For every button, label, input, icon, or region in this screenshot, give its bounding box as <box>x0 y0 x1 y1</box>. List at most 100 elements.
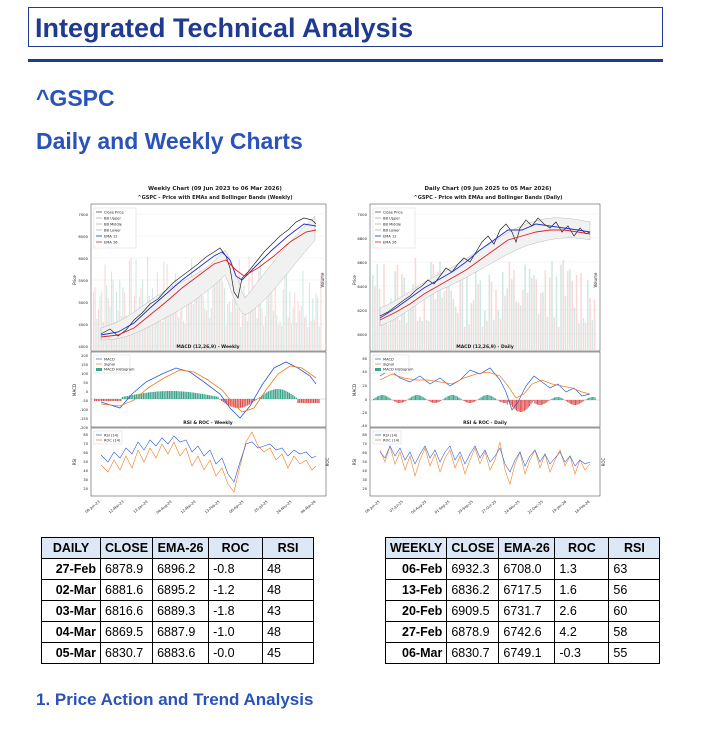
legend-item: BB Lower <box>104 229 121 233</box>
legend-item: BB Lower <box>383 229 400 233</box>
table-cell: 48 <box>262 621 315 643</box>
histogram-bar <box>569 400 571 404</box>
volume-bar <box>416 321 419 351</box>
volume-bar <box>299 310 301 351</box>
volume-bar <box>227 304 229 351</box>
volume-bar <box>575 274 578 351</box>
volume-bar <box>199 267 201 351</box>
tick-label: 60 <box>83 451 88 455</box>
volume-bar <box>155 316 157 351</box>
table-cell: 6717.5 <box>498 579 556 601</box>
histogram-bar <box>578 400 580 404</box>
histogram-bar <box>219 399 221 400</box>
histogram-bar <box>593 397 595 400</box>
volume-bar <box>254 293 256 351</box>
section-heading: Daily and Weekly Charts <box>36 128 303 154</box>
table-cell: 6742.6 <box>498 621 556 643</box>
histogram-bar <box>411 396 412 400</box>
volume-bar <box>389 298 392 351</box>
table-row: 03-Mar 6816.6 6889.3 -1.8 43 <box>41 600 315 622</box>
histogram-bar <box>467 400 469 403</box>
volume-bar <box>445 283 448 351</box>
histogram-bar <box>484 395 486 400</box>
volume-bar <box>107 298 109 351</box>
volume-bar <box>405 322 408 351</box>
volume-bar <box>317 297 319 351</box>
histogram-bar <box>416 395 418 400</box>
histogram-bar <box>243 399 245 407</box>
histogram-bar <box>194 392 197 399</box>
volume-bar <box>168 293 170 351</box>
volume-bar <box>145 315 147 351</box>
table-cell: 43 <box>262 600 315 622</box>
tick-label: 20 <box>362 487 367 491</box>
histogram-bar <box>565 400 567 402</box>
volume-bar <box>419 316 421 351</box>
volume-bar <box>499 318 502 351</box>
histogram-bar <box>212 395 214 399</box>
volume-bar <box>578 323 580 351</box>
histogram-bar <box>238 399 240 408</box>
table-cell: 6878.9 <box>446 621 500 643</box>
histogram-bar <box>95 399 97 401</box>
histogram-bar <box>156 391 158 399</box>
histogram-bar <box>436 400 437 403</box>
column-header: EMA-26 <box>152 537 210 559</box>
histogram-bar <box>314 399 317 403</box>
volume-bar <box>542 292 544 351</box>
histogram-bar <box>186 391 188 399</box>
histogram-bar <box>134 394 136 399</box>
table-cell: 6816.6 <box>99 600 154 622</box>
price-legend: Close Price BB Upper BB Middle BB Lower … <box>372 207 416 249</box>
histogram-bar <box>439 400 441 402</box>
volume-bar <box>477 284 479 351</box>
histogram-bar <box>130 395 132 399</box>
volume-bar <box>481 326 484 351</box>
histogram-bar <box>248 399 250 405</box>
volume-bar <box>564 295 567 351</box>
histogram-bar <box>267 391 270 399</box>
histogram-bar <box>546 400 548 403</box>
histogram-bar <box>266 392 268 399</box>
histogram-bar <box>434 400 436 403</box>
rsi-legend: RSI (14) ROC (14) <box>372 430 402 445</box>
tick-label: 4500 <box>78 322 88 327</box>
volume-bar <box>524 264 526 351</box>
volume-bar <box>519 305 522 351</box>
histogram-bar <box>104 399 106 401</box>
histogram-bar <box>415 395 416 400</box>
histogram-bar <box>234 399 237 408</box>
histogram-bar <box>430 400 432 403</box>
volume-bar <box>553 317 555 351</box>
histogram-bar <box>543 400 545 404</box>
price-axis-label: Price <box>352 275 357 285</box>
table-cell: 6731.7 <box>498 600 556 622</box>
column-header: DAILY <box>41 537 101 559</box>
histogram-bar <box>506 400 508 405</box>
histogram-bar <box>376 396 378 400</box>
histogram-bar <box>449 395 451 400</box>
volume-bar <box>232 299 234 351</box>
histogram-bar <box>555 397 557 400</box>
volume-bar <box>158 302 160 351</box>
histogram-bar <box>492 396 494 400</box>
volume-bar <box>515 301 517 351</box>
histogram-bar <box>392 400 394 401</box>
volume-bar <box>178 317 180 351</box>
roc-line <box>100 431 317 493</box>
histogram-bar <box>215 396 217 399</box>
volume-bar <box>573 307 576 351</box>
legend-item: Close Price <box>104 211 124 215</box>
histogram-bar <box>306 399 308 403</box>
histogram-bar <box>534 400 536 404</box>
histogram-bar <box>518 400 520 412</box>
histogram-bar <box>548 400 550 401</box>
table-cell: 6909.5 <box>446 600 500 622</box>
volume-bar <box>584 322 587 351</box>
volume-bar <box>544 270 547 351</box>
histogram-bar <box>417 395 419 400</box>
tick-label: -100 <box>80 408 89 412</box>
histogram-bar <box>399 400 401 403</box>
volume-bar <box>508 262 511 351</box>
close-line <box>100 217 317 337</box>
